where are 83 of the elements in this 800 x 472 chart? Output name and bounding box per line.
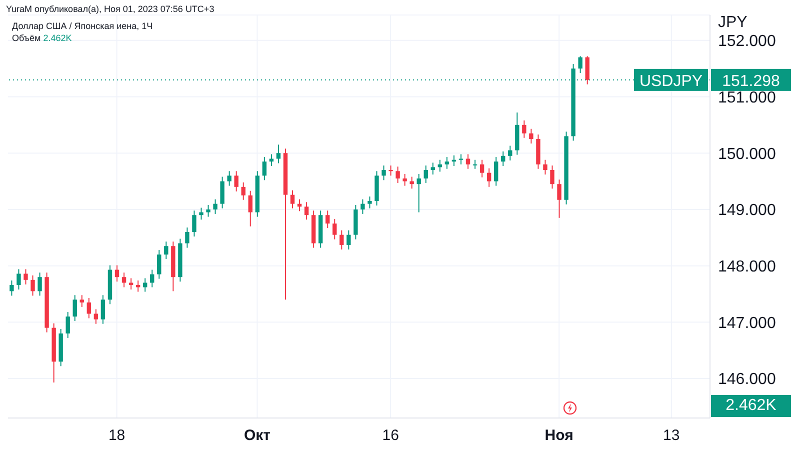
candlestick	[416, 173, 421, 213]
text: YuraM опубликовал(а), Ноя 01, 2023 07:56 UTC+3	[6, 4, 214, 14]
y-tick-label: 150.000	[718, 146, 776, 163]
y-axis-title: JPY	[718, 14, 748, 32]
candlestick	[10, 280, 14, 296]
candlestick	[94, 308, 98, 324]
x-tick-label: Ноя	[544, 427, 574, 444]
candlestick	[458, 154, 464, 165]
candlestick	[508, 145, 512, 161]
candlestick	[262, 156, 267, 181]
annotation: 2.462K	[43, 33, 72, 43]
y-tick-label: 152.000	[718, 33, 776, 50]
candlestick	[578, 56, 582, 74]
candlestick	[100, 294, 106, 324]
x-tick-label: 13	[663, 427, 680, 444]
candlestick	[472, 159, 478, 170]
x-tick-label: Окт	[244, 427, 270, 444]
candlestick	[529, 128, 534, 144]
candlestick	[494, 156, 498, 186]
candlestick	[80, 294, 84, 308]
annotation: Объём	[12, 33, 41, 43]
candlestick	[227, 170, 232, 186]
y-tick-label: 147.000	[718, 314, 776, 332]
candlestick	[72, 294, 77, 322]
candlestick	[486, 168, 492, 188]
candlestick	[444, 156, 450, 170]
candlestick	[360, 198, 365, 214]
candlestick	[430, 162, 435, 176]
candlestick	[382, 164, 386, 181]
candlestick	[543, 159, 548, 176]
candlestick	[114, 264, 120, 282]
candlestick	[396, 166, 400, 184]
candlestick	[192, 210, 196, 238]
candlestick	[402, 173, 407, 186]
candlestick	[585, 56, 590, 85]
candlestick	[340, 230, 344, 250]
text: 151.298	[722, 72, 780, 90]
candlestick	[16, 268, 21, 290]
candlestick	[199, 207, 204, 220]
candlestick	[128, 278, 134, 290]
text: Доллар США / Японская иена, 1Ч	[12, 21, 153, 31]
y-tick-label: 151.000	[718, 89, 776, 106]
candlestick	[248, 190, 252, 227]
x-tick-label: 18	[108, 427, 126, 444]
candlestick	[234, 170, 238, 192]
candlestick	[550, 164, 554, 190]
text: 2.462K	[726, 397, 776, 414]
candlestick	[142, 278, 148, 292]
candlestick	[466, 154, 470, 170]
ref-line-label: USDJPY	[639, 72, 703, 90]
candlestick	[480, 159, 484, 178]
candlestick	[30, 274, 35, 296]
candlestick	[241, 182, 246, 200]
candlestick	[24, 268, 28, 285]
candlestick	[346, 230, 351, 250]
candlestick	[557, 179, 562, 218]
candlestick	[206, 204, 210, 218]
candlestick	[269, 154, 274, 167]
candlestick	[38, 272, 42, 296]
y-tick-label: 148.000	[718, 258, 776, 276]
candlestick	[410, 176, 414, 190]
candlestick	[122, 272, 126, 288]
candlestick	[501, 150, 506, 167]
candlestick	[157, 250, 162, 280]
candlestick	[424, 164, 428, 184]
candlestick	[276, 144, 281, 164]
candlestick	[220, 176, 224, 209]
candlestick	[368, 196, 372, 209]
candlestick	[213, 198, 218, 214]
candlestick	[86, 297, 92, 319]
candlestick	[150, 269, 154, 288]
candlestick	[326, 210, 330, 229]
candlestick	[304, 202, 309, 220]
y-tick-label: 146.000	[718, 371, 776, 388]
candlestick	[290, 190, 295, 209]
candlestick	[522, 120, 526, 138]
candlestick	[185, 226, 190, 248]
candlestick	[66, 312, 70, 338]
candlestick	[164, 241, 168, 260]
candlestick	[388, 164, 393, 176]
x-tick-label: 16	[382, 427, 399, 444]
candlestick	[332, 218, 337, 240]
y-tick-label: 149.000	[718, 202, 776, 220]
